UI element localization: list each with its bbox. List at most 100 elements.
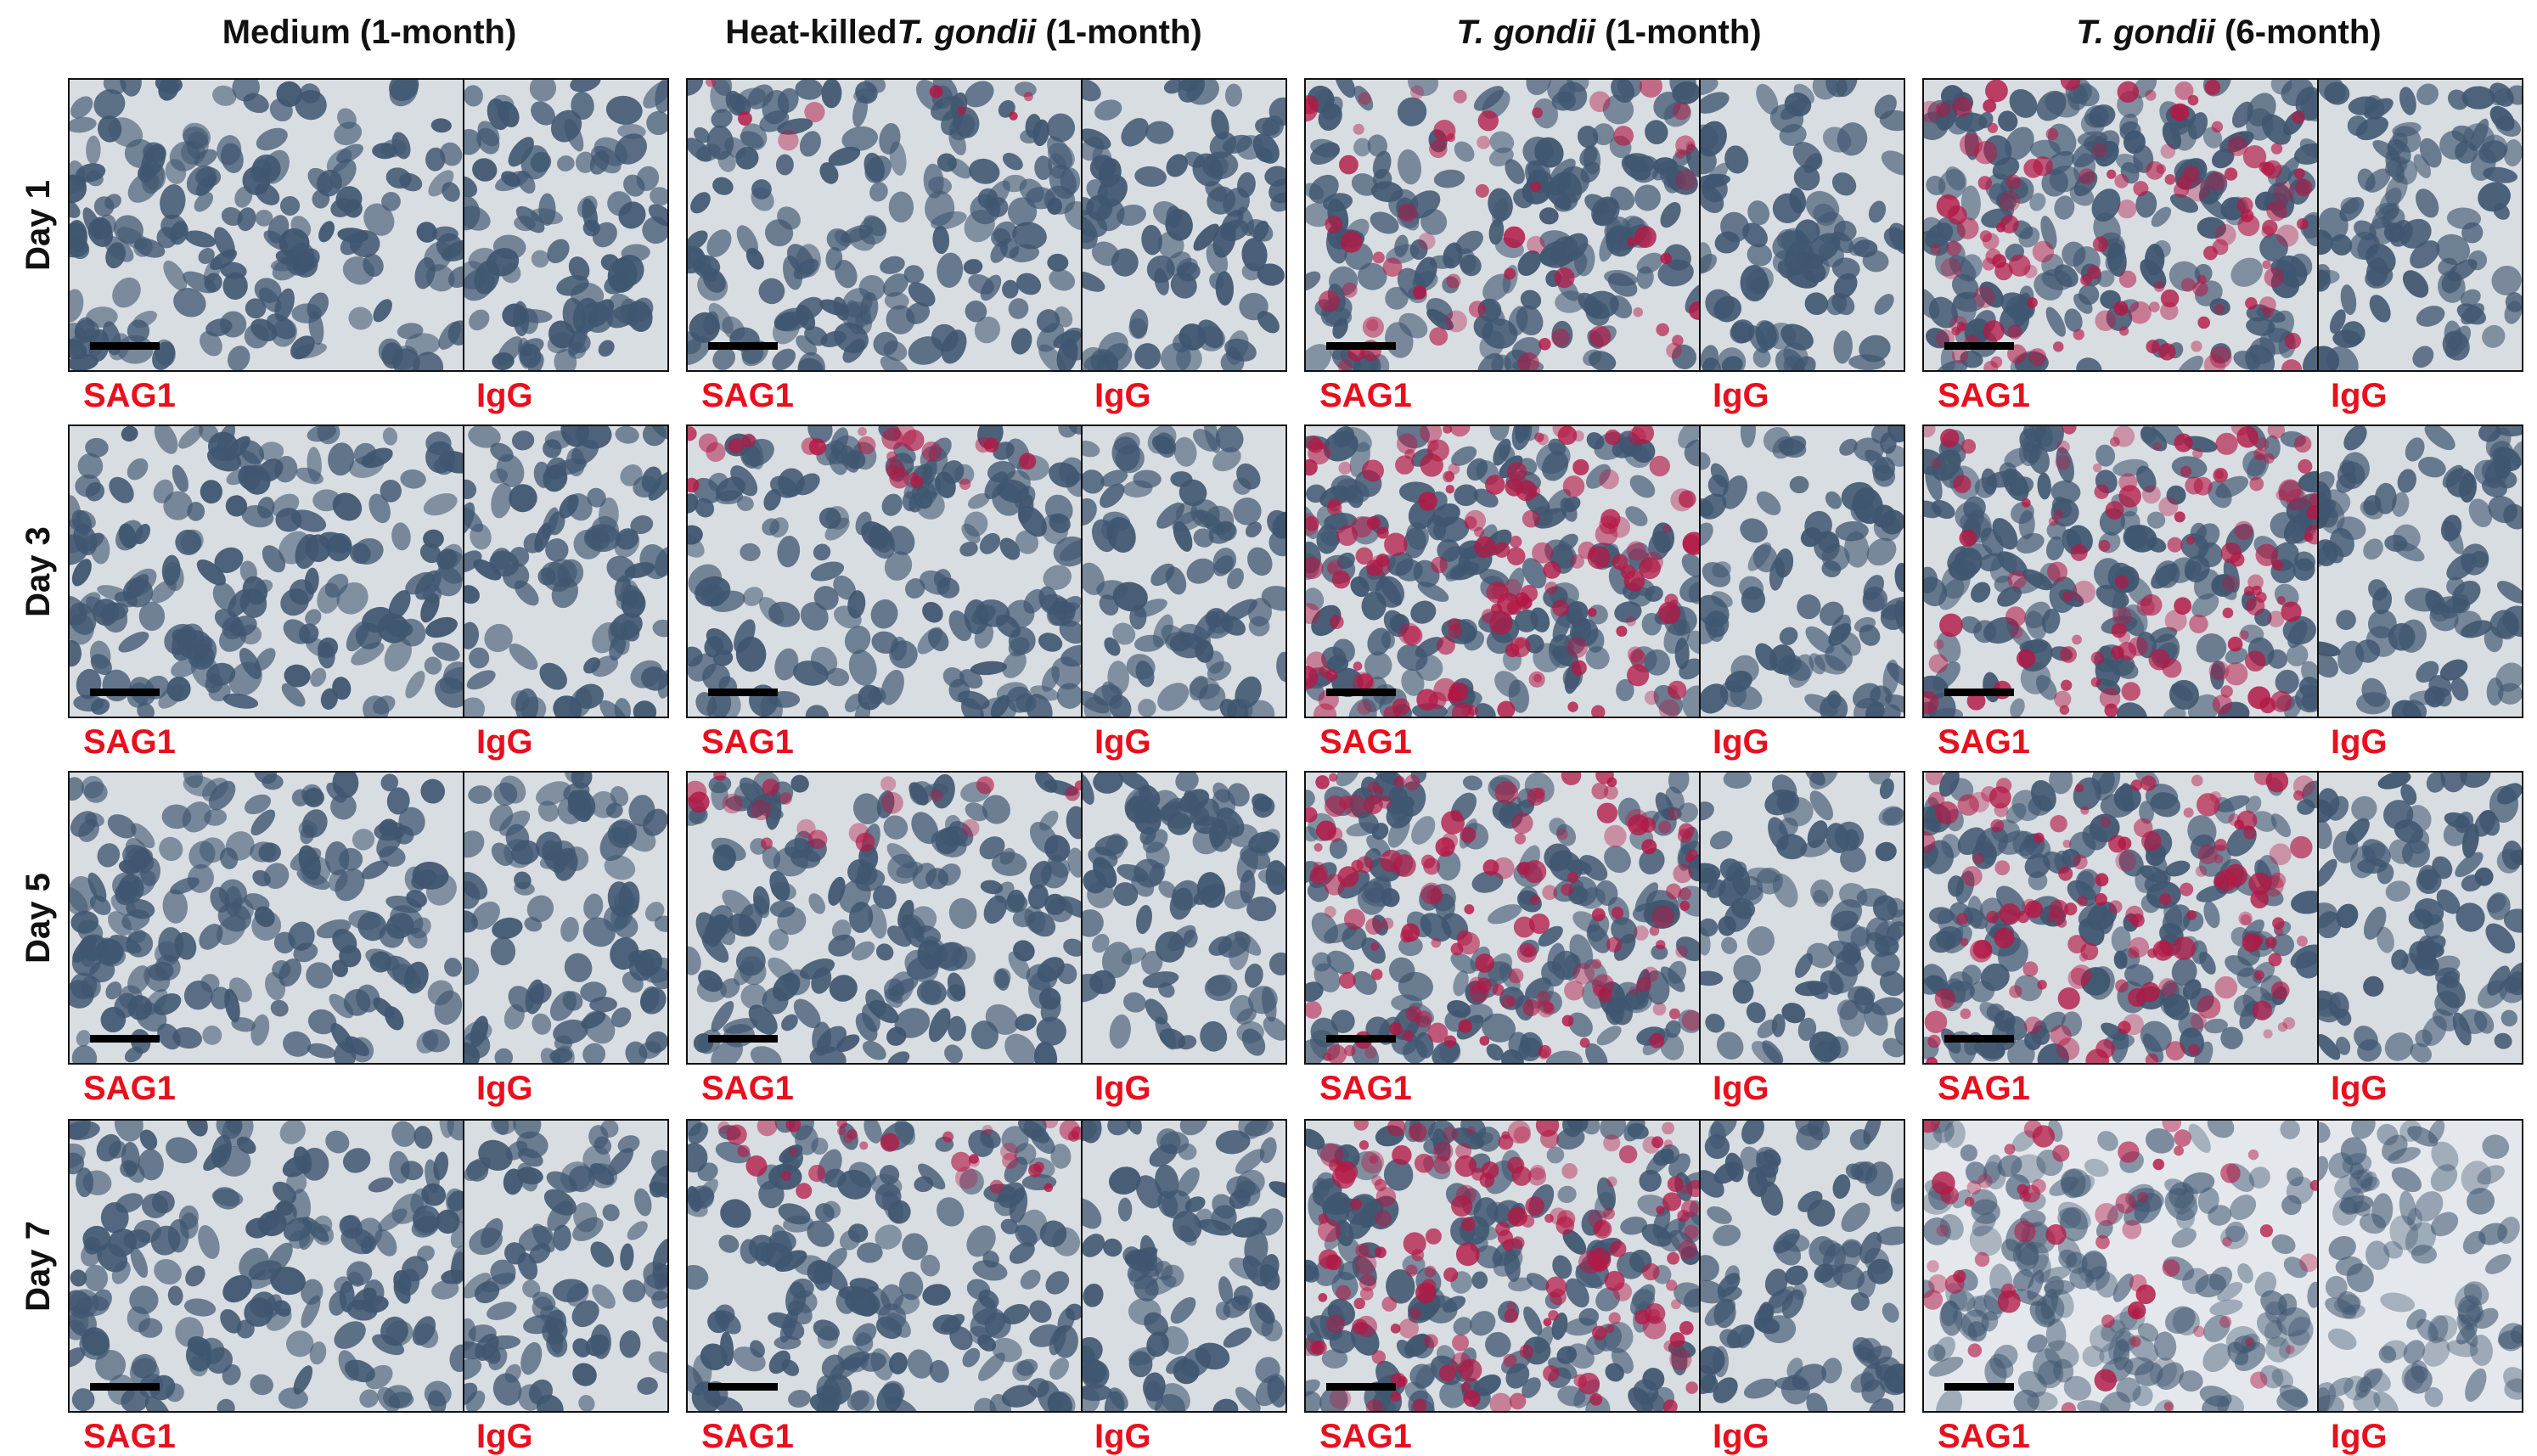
micrograph-panel [1922,1119,2523,1413]
column-header-suffix: (6-month) [2215,14,2382,52]
igg-micrograph [2319,426,2522,717]
row-label: Day 5 [0,771,76,1065]
igg-micrograph [2319,80,2522,370]
igg-micrograph [1701,426,1904,717]
igg-micrograph [1083,1121,1285,1411]
stain-label-igg: IgG [1094,723,1151,762]
stain-label-igg: IgG [1094,1070,1151,1108]
scale-bar [1326,689,1396,696]
micrograph-panel [1304,1119,1905,1413]
stain-label-igg: IgG [1094,377,1151,415]
tissue-image [688,1121,1081,1411]
micrograph-panel [1922,771,2523,1065]
igg-micrograph [2319,1121,2522,1411]
micrograph-panel [1922,78,2523,372]
stain-label-sag1: SAG1 [1938,377,2030,415]
igg-micrograph [1083,426,1285,717]
column-header-text: Heat-killed [725,14,897,52]
micrograph-panel [1304,771,1905,1065]
igg-micrograph [464,1121,667,1411]
stain-label-sag1: SAG1 [83,723,176,762]
scale-bar [90,689,160,696]
stain-label-igg: IgG [2331,723,2388,762]
scale-bar [90,342,160,350]
sag1-micrograph [70,426,464,717]
column-header: Heat-killed T. gondii (1-month) [658,10,1269,54]
stain-label-sag1: SAG1 [1319,723,1412,762]
tissue-image [688,426,1081,717]
micrograph-panel [686,771,1287,1065]
stain-label-igg: IgG [476,1070,533,1108]
stain-label-sag1: SAG1 [83,1070,176,1108]
igg-micrograph [464,426,667,717]
stain-label-igg: IgG [2331,1070,2388,1108]
stain-label-sag1: SAG1 [701,1418,794,1456]
scale-bar [708,689,778,696]
igg-micrograph [1083,80,1285,370]
tissue-image [464,773,667,1063]
sag1-micrograph [688,80,1083,370]
igg-micrograph [1083,773,1285,1063]
row-label-text: Day 1 [20,180,58,271]
igg-micrograph [464,80,667,370]
scale-bar [90,1035,160,1043]
stain-label-igg: IgG [476,723,533,762]
tissue-image [464,1121,667,1411]
tissue-image [1701,1121,1904,1411]
tissue-image [1306,1121,1699,1411]
tissue-image [1083,1121,1285,1411]
tissue-image [688,773,1081,1063]
stain-label-igg: IgG [2331,377,2388,415]
sag1-micrograph [688,426,1083,717]
sag1-micrograph [70,1121,464,1411]
igg-micrograph [464,773,667,1063]
scale-bar [90,1383,160,1391]
tissue-image [1701,80,1904,370]
tissue-image [2319,80,2522,370]
tissue-image [1924,1121,2317,1411]
tissue-image [464,80,667,370]
micrograph-panel [68,1119,669,1413]
stain-label-sag1: SAG1 [701,723,794,762]
stain-label-sag1: SAG1 [83,377,176,415]
micrograph-panel [68,771,669,1065]
tissue-image [1306,773,1699,1063]
micrograph-panel [1304,78,1905,372]
stain-label-igg: IgG [2331,1418,2388,1456]
micrograph-panel [1922,424,2523,718]
scale-bar [1326,1383,1396,1391]
sag1-micrograph [1924,773,2319,1063]
stain-label-sag1: SAG1 [701,1070,794,1108]
column-header-suffix: (1-month) [1036,14,1202,52]
stain-label-igg: IgG [1713,1418,1769,1456]
column-header-suffix: (1-month) [1595,14,1762,52]
scale-bar [1944,1383,2014,1391]
row-label-text: Day 5 [20,873,58,964]
tissue-image [2319,773,2522,1063]
stain-label-sag1: SAG1 [1938,1070,2030,1108]
stain-label-igg: IgG [1713,377,1769,415]
stain-label-sag1: SAG1 [1319,1070,1412,1108]
scale-bar [1944,689,2014,696]
sag1-micrograph [1306,426,1701,717]
stain-label-igg: IgG [1094,1418,1151,1456]
sag1-micrograph [688,1121,1083,1411]
micrograph-panel [68,424,669,718]
stain-label-igg: IgG [1713,1070,1769,1108]
scale-bar [1944,342,2014,350]
tissue-image [1924,80,2317,370]
tissue-image [1701,773,1904,1063]
igg-micrograph [1701,80,1904,370]
tissue-image [2319,1121,2522,1411]
stain-label-igg: IgG [476,377,533,415]
tissue-image [1924,426,2317,717]
scale-bar [708,1383,778,1391]
sag1-micrograph [1924,80,2319,370]
column-header: T. gondii (6-month) [1923,10,2534,54]
stain-label-sag1: SAG1 [1938,1418,2030,1456]
stain-label-sag1: SAG1 [701,377,794,415]
sag1-micrograph [70,773,464,1063]
tissue-image [2319,426,2522,717]
column-header-species: T. gondii [897,14,1037,52]
sag1-micrograph [688,773,1083,1063]
